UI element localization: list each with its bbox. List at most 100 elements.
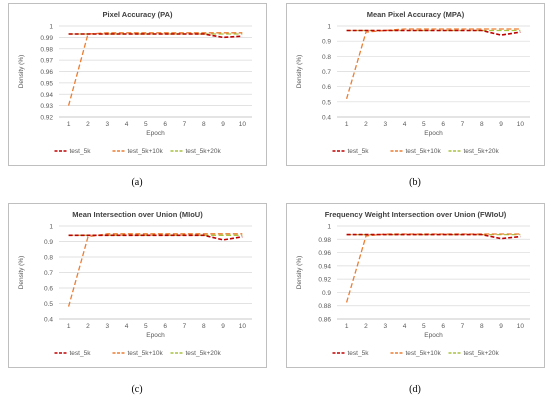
legend-label: test_5k [70, 148, 92, 155]
y-axis-label: Density (%) [296, 55, 303, 89]
y-tick-label: 0.5 [44, 301, 53, 308]
x-tick-label: 1 [345, 121, 349, 128]
x-tick-label: 3 [383, 323, 387, 330]
chart-mpa: Mean Pixel Accuracy (MPA) 1 0.9 0.8 0.7 0.6 0.… [296, 10, 530, 155]
legend-label: test_5k+20k [186, 350, 222, 357]
y-tick-label: 0.7 [44, 270, 53, 277]
y-tick-label: 0.9 [322, 39, 331, 46]
chart-title: Mean Pixel Accuracy (MPA) [367, 10, 465, 19]
x-tick-label: 9 [221, 121, 225, 128]
x-tick-label: 2 [364, 323, 368, 330]
y-tick-label: 1 [327, 224, 331, 231]
y-tick-label: 0.8 [322, 54, 331, 61]
y-axis-label: Density (%) [18, 55, 25, 89]
y-tick-label: 0.9 [322, 290, 331, 297]
legend-label: test_5k+10k [128, 148, 164, 155]
series-line-test-5k [346, 29, 521, 36]
y-tick-label: 1 [49, 224, 53, 231]
x-tick-label: 6 [441, 121, 445, 128]
x-tick-label: 1 [345, 323, 349, 330]
series-line-test-5k [346, 233, 521, 240]
caption-d: (d) [409, 384, 421, 395]
y-tick-label: 0.7 [322, 69, 331, 76]
x-tick-label: 9 [499, 323, 503, 330]
caption-b: (b) [409, 177, 421, 188]
series-line-test-5k-10k [67, 32, 243, 106]
x-tick-label: 8 [202, 121, 206, 128]
y-tick-label: 0.99 [40, 35, 53, 42]
x-tick-label: 7 [183, 323, 187, 330]
series-line-test-5k-10k [67, 233, 243, 307]
caption-c: (c) [131, 384, 143, 395]
y-tick-label: 0.94 [40, 92, 53, 99]
x-axis-label: Epoch [146, 130, 165, 137]
x-tick-label: 2 [86, 121, 90, 128]
y-tick-label: 0.4 [44, 317, 53, 324]
y-tick-label: 0.93 [40, 103, 53, 110]
x-tick-label: 10 [517, 323, 525, 330]
x-tick-label: 7 [461, 323, 465, 330]
chart-fwiou: Frequency Weight Intersection over Union… [296, 210, 530, 357]
x-tick-label: 4 [125, 323, 129, 330]
y-axis-label: Density (%) [296, 256, 303, 290]
x-tick-label: 8 [202, 323, 206, 330]
chart-title: Frequency Weight Intersection over Union… [325, 210, 507, 219]
y-tick-label: 0.5 [322, 99, 331, 106]
x-tick-label: 5 [422, 121, 426, 128]
x-tick-label: 9 [221, 323, 225, 330]
y-tick-label: 0.94 [318, 263, 331, 270]
y-tick-label: 1 [327, 24, 331, 31]
y-tick-label: 0.88 [318, 303, 331, 310]
chart-pa: Pixel Accuracy (PA) 1 0.99 0.98 0.97 0.96 0.95… [18, 10, 252, 155]
x-axis-label: Epoch [146, 332, 165, 339]
legend-label: test_5k+10k [406, 148, 442, 155]
x-tick-label: 2 [86, 323, 90, 330]
chart-miou: Mean Intersection over Union (MIoU) 1 0.9 0… [18, 210, 252, 357]
x-tick-label: 10 [239, 121, 247, 128]
legend-label: test_5k [348, 350, 370, 357]
y-tick-label: 0.6 [322, 84, 331, 91]
x-tick-label: 1 [67, 323, 71, 330]
chart-frame-mpa: Mean Pixel Accuracy (MPA) 1 0.9 0.8 0.7 0.6 0.… [286, 3, 545, 166]
y-tick-label: 0.95 [40, 80, 53, 87]
legend-label: test_5k [70, 350, 92, 357]
y-tick-label: 0.92 [40, 115, 53, 122]
legend-label: test_5k+10k [406, 350, 442, 357]
legend-label: test_5k+10k [128, 350, 164, 357]
chart-frame-pa: Pixel Accuracy (PA) 1 0.99 0.98 0.97 0.96 0.95… [8, 3, 267, 166]
x-tick-label: 6 [163, 121, 167, 128]
x-tick-label: 6 [441, 323, 445, 330]
y-tick-label: 0.97 [40, 58, 53, 65]
x-tick-label: 3 [383, 121, 387, 128]
x-tick-label: 7 [461, 121, 465, 128]
x-tick-label: 4 [403, 121, 407, 128]
x-tick-label: 9 [499, 121, 503, 128]
legend-label: test_5k+20k [186, 148, 222, 155]
chart-title: Pixel Accuracy (PA) [102, 10, 173, 19]
x-tick-label: 4 [125, 121, 129, 128]
y-tick-label: 0.86 [318, 317, 331, 324]
series-line-test-5k [68, 33, 243, 39]
x-tick-label: 2 [364, 121, 368, 128]
x-tick-label: 5 [422, 323, 426, 330]
x-tick-label: 7 [183, 121, 187, 128]
chart-title: Mean Intersection over Union (MIoU) [72, 210, 203, 219]
series-line-test-5k-10k [345, 28, 521, 99]
y-tick-label: 0.92 [318, 277, 331, 284]
y-tick-label: 1 [49, 24, 53, 31]
y-tick-label: 0.6 [44, 286, 53, 293]
caption-a: (a) [131, 177, 143, 188]
x-tick-label: 10 [517, 121, 525, 128]
x-tick-label: 6 [163, 323, 167, 330]
x-tick-label: 1 [67, 121, 71, 128]
x-axis-label: Epoch [424, 130, 443, 137]
y-tick-label: 0.96 [40, 69, 53, 76]
legend-label: test_5k+20k [464, 148, 500, 155]
x-tick-label: 5 [144, 121, 148, 128]
y-tick-label: 0.8 [44, 255, 53, 262]
x-tick-label: 10 [239, 323, 247, 330]
y-tick-label: 0.96 [318, 250, 331, 257]
x-tick-label: 8 [480, 121, 484, 128]
y-tick-label: 0.98 [40, 46, 53, 53]
x-tick-label: 5 [144, 323, 148, 330]
